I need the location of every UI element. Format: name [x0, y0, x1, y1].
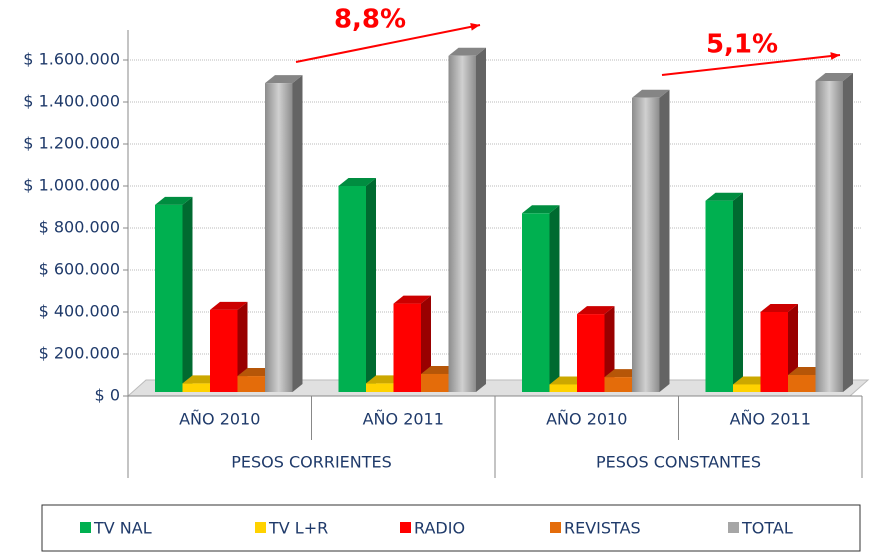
y-tick-label: $ 600.000 — [39, 260, 120, 279]
legend-swatch — [400, 522, 411, 533]
bar-side — [659, 89, 670, 393]
y-tick-label: $ 200.000 — [39, 344, 120, 363]
legend-label: TV L+R — [268, 519, 328, 538]
bar — [549, 384, 577, 392]
bar-top — [210, 301, 248, 310]
bar-side — [604, 306, 615, 392]
bar — [522, 213, 550, 392]
arrow-head — [830, 52, 840, 60]
bar — [265, 83, 293, 392]
x-tick-label: AÑO 2010 — [179, 410, 260, 429]
legend-label: REVISTAS — [564, 519, 641, 538]
bar-top — [705, 192, 743, 201]
legend-swatch — [80, 522, 91, 533]
legend-swatch — [728, 522, 739, 533]
y-tick-label: $ 1.400.000 — [23, 92, 120, 111]
bar-side — [292, 75, 303, 392]
bar-top — [393, 295, 431, 304]
bar-side — [549, 205, 560, 392]
x-tick-label: AÑO 2011 — [730, 410, 811, 429]
bar-top — [760, 304, 798, 312]
arrow-line — [661, 54, 841, 76]
x-tick-label: AÑO 2010 — [546, 410, 627, 429]
bar — [705, 200, 733, 392]
bar-side — [476, 47, 486, 393]
x-tick-label: AÑO 2011 — [363, 410, 444, 429]
bar — [448, 55, 476, 393]
bar-top — [265, 75, 303, 84]
arrow-line — [295, 24, 481, 63]
bar — [393, 303, 421, 392]
y-tick-label: $ 0 — [95, 386, 120, 405]
bar — [632, 97, 660, 393]
bar-side — [182, 196, 193, 392]
bar-top — [632, 89, 670, 98]
bar-top — [338, 178, 376, 186]
bar — [155, 204, 183, 392]
y-tick-label: $ 1.000.000 — [23, 176, 120, 195]
y-tick-label: $ 1.200.000 — [23, 134, 120, 153]
legend-swatch — [550, 522, 561, 533]
bar — [733, 384, 761, 392]
annotation: 8,8% — [334, 5, 406, 35]
bar — [604, 377, 632, 392]
bar-top — [577, 306, 615, 315]
bar — [788, 375, 816, 392]
bar — [760, 312, 788, 392]
bar-side — [733, 192, 743, 392]
bar-top — [448, 47, 486, 56]
bar-side — [366, 178, 376, 392]
legend-swatch — [255, 522, 266, 533]
bar-top — [155, 196, 193, 205]
bar — [815, 81, 843, 392]
bar — [237, 376, 265, 392]
arrow-head — [470, 22, 480, 31]
bar — [210, 309, 238, 392]
bar-top — [815, 73, 853, 81]
group-label: PESOS CONSTANTES — [596, 453, 761, 472]
y-tick-label: $ 800.000 — [39, 218, 120, 237]
bar — [338, 186, 366, 392]
y-tick-label: $ 1.600.000 — [23, 50, 120, 69]
bar — [421, 373, 449, 392]
legend-label: TOTAL — [741, 519, 793, 538]
legend-label: TV NAL — [93, 519, 152, 538]
legend-box — [41, 504, 861, 552]
bar-top — [522, 205, 560, 214]
group-label: PESOS CORRIENTES — [231, 453, 392, 472]
annotation: 5,1% — [706, 30, 778, 60]
bar-side — [237, 301, 248, 392]
bar-side — [421, 295, 431, 392]
bar — [577, 314, 605, 392]
legend-label: RADIO — [414, 519, 465, 538]
bar — [182, 383, 210, 392]
y-tick-label: $ 400.000 — [39, 302, 120, 321]
bar-side — [843, 73, 853, 392]
bar — [366, 383, 394, 392]
